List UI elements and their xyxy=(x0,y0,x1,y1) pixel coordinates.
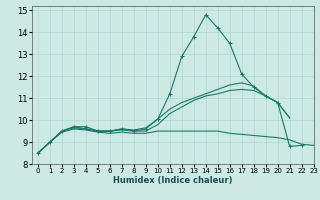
X-axis label: Humidex (Indice chaleur): Humidex (Indice chaleur) xyxy=(113,176,233,185)
